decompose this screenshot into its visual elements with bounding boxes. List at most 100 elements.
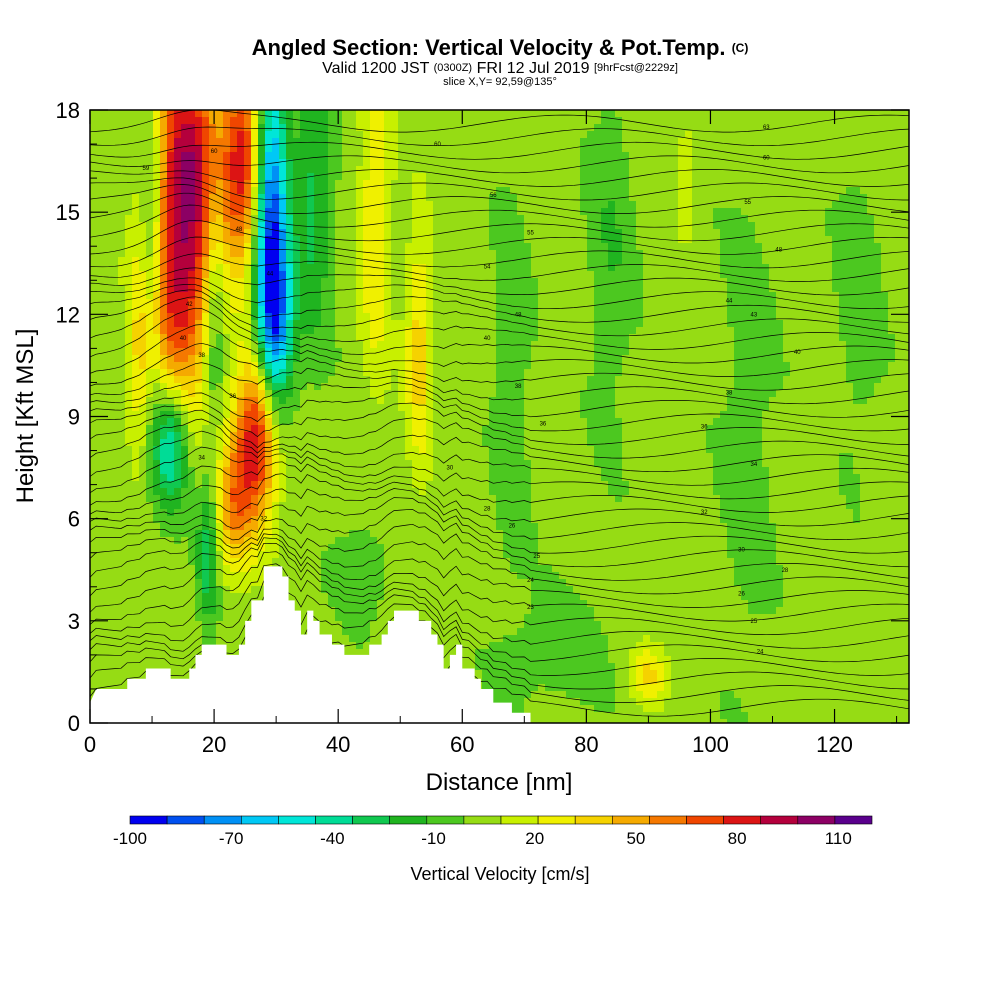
heatmap-cell bbox=[272, 201, 280, 209]
heatmap-cell bbox=[482, 271, 490, 279]
heatmap-cell bbox=[230, 117, 238, 125]
heatmap-cell bbox=[650, 299, 658, 307]
heatmap-cell bbox=[860, 180, 868, 188]
heatmap-cell bbox=[734, 306, 742, 314]
heatmap-cell bbox=[671, 222, 679, 230]
heatmap-cell bbox=[622, 362, 630, 370]
heatmap-cell bbox=[391, 194, 399, 202]
heatmap-cell bbox=[559, 264, 567, 272]
heatmap-cell bbox=[132, 194, 140, 202]
heatmap-cell bbox=[594, 229, 602, 237]
heatmap-cell bbox=[356, 285, 364, 293]
heatmap-cell bbox=[573, 376, 581, 384]
heatmap-cell bbox=[209, 383, 217, 391]
heatmap-cell bbox=[489, 166, 497, 174]
heatmap-cell bbox=[286, 257, 294, 265]
heatmap-cell bbox=[650, 327, 658, 335]
heatmap-cell bbox=[783, 362, 791, 370]
heatmap-cell bbox=[776, 327, 784, 335]
heatmap-cell bbox=[811, 313, 819, 321]
heatmap-cell bbox=[559, 334, 567, 342]
heatmap-cell bbox=[426, 229, 434, 237]
heatmap-cell bbox=[440, 187, 448, 195]
heatmap-cell bbox=[881, 348, 889, 356]
heatmap-cell bbox=[328, 376, 336, 384]
heatmap-cell bbox=[573, 208, 581, 216]
heatmap-cell bbox=[328, 187, 336, 195]
heatmap-cell bbox=[566, 341, 574, 349]
heatmap-cell bbox=[629, 299, 637, 307]
heatmap-cell bbox=[538, 131, 546, 139]
heatmap-cell bbox=[216, 166, 224, 174]
heatmap-cell bbox=[664, 278, 672, 286]
heatmap-cell bbox=[734, 110, 742, 118]
heatmap-cell bbox=[405, 110, 413, 118]
heatmap-cell bbox=[454, 131, 462, 139]
heatmap-cell bbox=[755, 285, 763, 293]
heatmap-cell bbox=[475, 271, 483, 279]
heatmap-cell bbox=[370, 194, 378, 202]
heatmap-cell bbox=[566, 180, 574, 188]
heatmap-cell bbox=[797, 110, 805, 118]
heatmap-cell bbox=[349, 201, 357, 209]
heatmap-cell bbox=[692, 355, 700, 363]
heatmap-cell bbox=[839, 236, 847, 244]
heatmap-cell bbox=[307, 327, 315, 335]
heatmap-cell bbox=[804, 159, 812, 167]
heatmap-cell bbox=[692, 341, 700, 349]
heatmap-cell bbox=[111, 376, 119, 384]
heatmap-cell bbox=[97, 404, 105, 412]
heatmap-cell bbox=[104, 152, 112, 160]
heatmap-cell bbox=[335, 320, 343, 328]
heatmap-cell bbox=[657, 187, 665, 195]
heatmap-cell bbox=[818, 327, 826, 335]
heatmap-cell bbox=[531, 397, 539, 405]
heatmap-cell bbox=[671, 292, 679, 300]
heatmap-cell bbox=[867, 355, 875, 363]
heatmap-cell bbox=[496, 215, 504, 223]
heatmap-cell bbox=[902, 278, 909, 286]
heatmap-cell bbox=[132, 257, 140, 265]
heatmap-cell bbox=[769, 173, 777, 181]
heatmap-cell bbox=[538, 348, 546, 356]
heatmap-cell bbox=[195, 369, 203, 377]
heatmap-cell bbox=[174, 306, 182, 314]
heatmap-cell bbox=[188, 145, 196, 153]
heatmap-cell bbox=[545, 278, 553, 286]
heatmap-cell bbox=[608, 131, 616, 139]
heatmap-cell bbox=[888, 355, 896, 363]
heatmap-cell bbox=[748, 229, 756, 237]
heatmap-cell bbox=[713, 292, 721, 300]
heatmap-cell bbox=[286, 208, 294, 216]
heatmap-cell bbox=[825, 159, 833, 167]
heatmap-cell bbox=[762, 215, 770, 223]
heatmap-cell bbox=[293, 397, 301, 405]
heatmap-cell bbox=[293, 215, 301, 223]
heatmap-cell bbox=[258, 159, 266, 167]
heatmap-cell bbox=[902, 243, 909, 251]
heatmap-cell bbox=[503, 404, 511, 412]
heatmap-cell bbox=[650, 376, 658, 384]
heatmap-cell bbox=[405, 299, 413, 307]
heatmap-cell bbox=[902, 215, 909, 223]
heatmap-cell bbox=[475, 173, 483, 181]
heatmap-cell bbox=[391, 341, 399, 349]
heatmap-cell bbox=[608, 124, 616, 132]
heatmap-cell bbox=[293, 285, 301, 293]
heatmap-cell bbox=[118, 110, 126, 118]
heatmap-cell bbox=[104, 264, 112, 272]
heatmap-cell bbox=[468, 376, 476, 384]
heatmap-cell bbox=[160, 397, 168, 405]
heatmap-cell bbox=[300, 159, 308, 167]
heatmap-cell bbox=[650, 250, 658, 258]
heatmap-cell bbox=[223, 292, 231, 300]
heatmap-cell bbox=[811, 166, 819, 174]
heatmap-cell bbox=[356, 250, 364, 258]
heatmap-cell bbox=[615, 117, 623, 125]
heatmap-cell bbox=[398, 341, 406, 349]
heatmap-cell bbox=[825, 110, 833, 118]
heatmap-cell bbox=[678, 292, 686, 300]
heatmap-cell bbox=[839, 180, 847, 188]
heatmap-cell bbox=[475, 257, 483, 265]
heatmap-cell bbox=[622, 131, 630, 139]
